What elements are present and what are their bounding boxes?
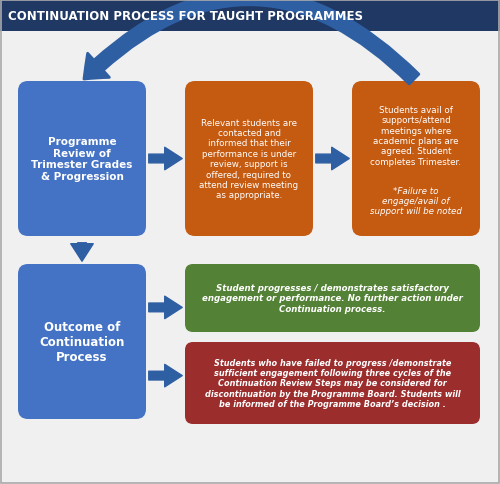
Text: *Failure to
engage/avail of
support will be noted: *Failure to engage/avail of support will… [370, 186, 462, 216]
FancyBboxPatch shape [0, 0, 500, 32]
Text: Students who have failed to progress /demonstrate
sufficient engagement followin: Students who have failed to progress /de… [204, 358, 460, 408]
FancyBboxPatch shape [185, 264, 480, 333]
Text: Outcome of
Continuation
Process: Outcome of Continuation Process [40, 320, 124, 363]
Text: Programme
Review of
Trimester Grades
& Progression: Programme Review of Trimester Grades & P… [32, 137, 132, 182]
Text: Relevant students are
contacted and
informed that their
performance is under
rev: Relevant students are contacted and info… [200, 119, 298, 200]
Text: CONTINUATION PROCESS FOR TAUGHT PROGRAMMES: CONTINUATION PROCESS FOR TAUGHT PROGRAMM… [8, 10, 363, 22]
FancyBboxPatch shape [18, 264, 146, 419]
FancyBboxPatch shape [18, 82, 146, 237]
FancyArrowPatch shape [84, 0, 419, 85]
FancyBboxPatch shape [352, 82, 480, 237]
Text: Students avail of
supports/attend
meetings where
academic plans are
agreed. Stud: Students avail of supports/attend meetin… [370, 106, 462, 177]
Text: Student progresses / demonstrates satisfactory
engagement or performance. No fur: Student progresses / demonstrates satisf… [202, 284, 463, 313]
FancyBboxPatch shape [185, 82, 313, 237]
FancyBboxPatch shape [185, 342, 480, 424]
